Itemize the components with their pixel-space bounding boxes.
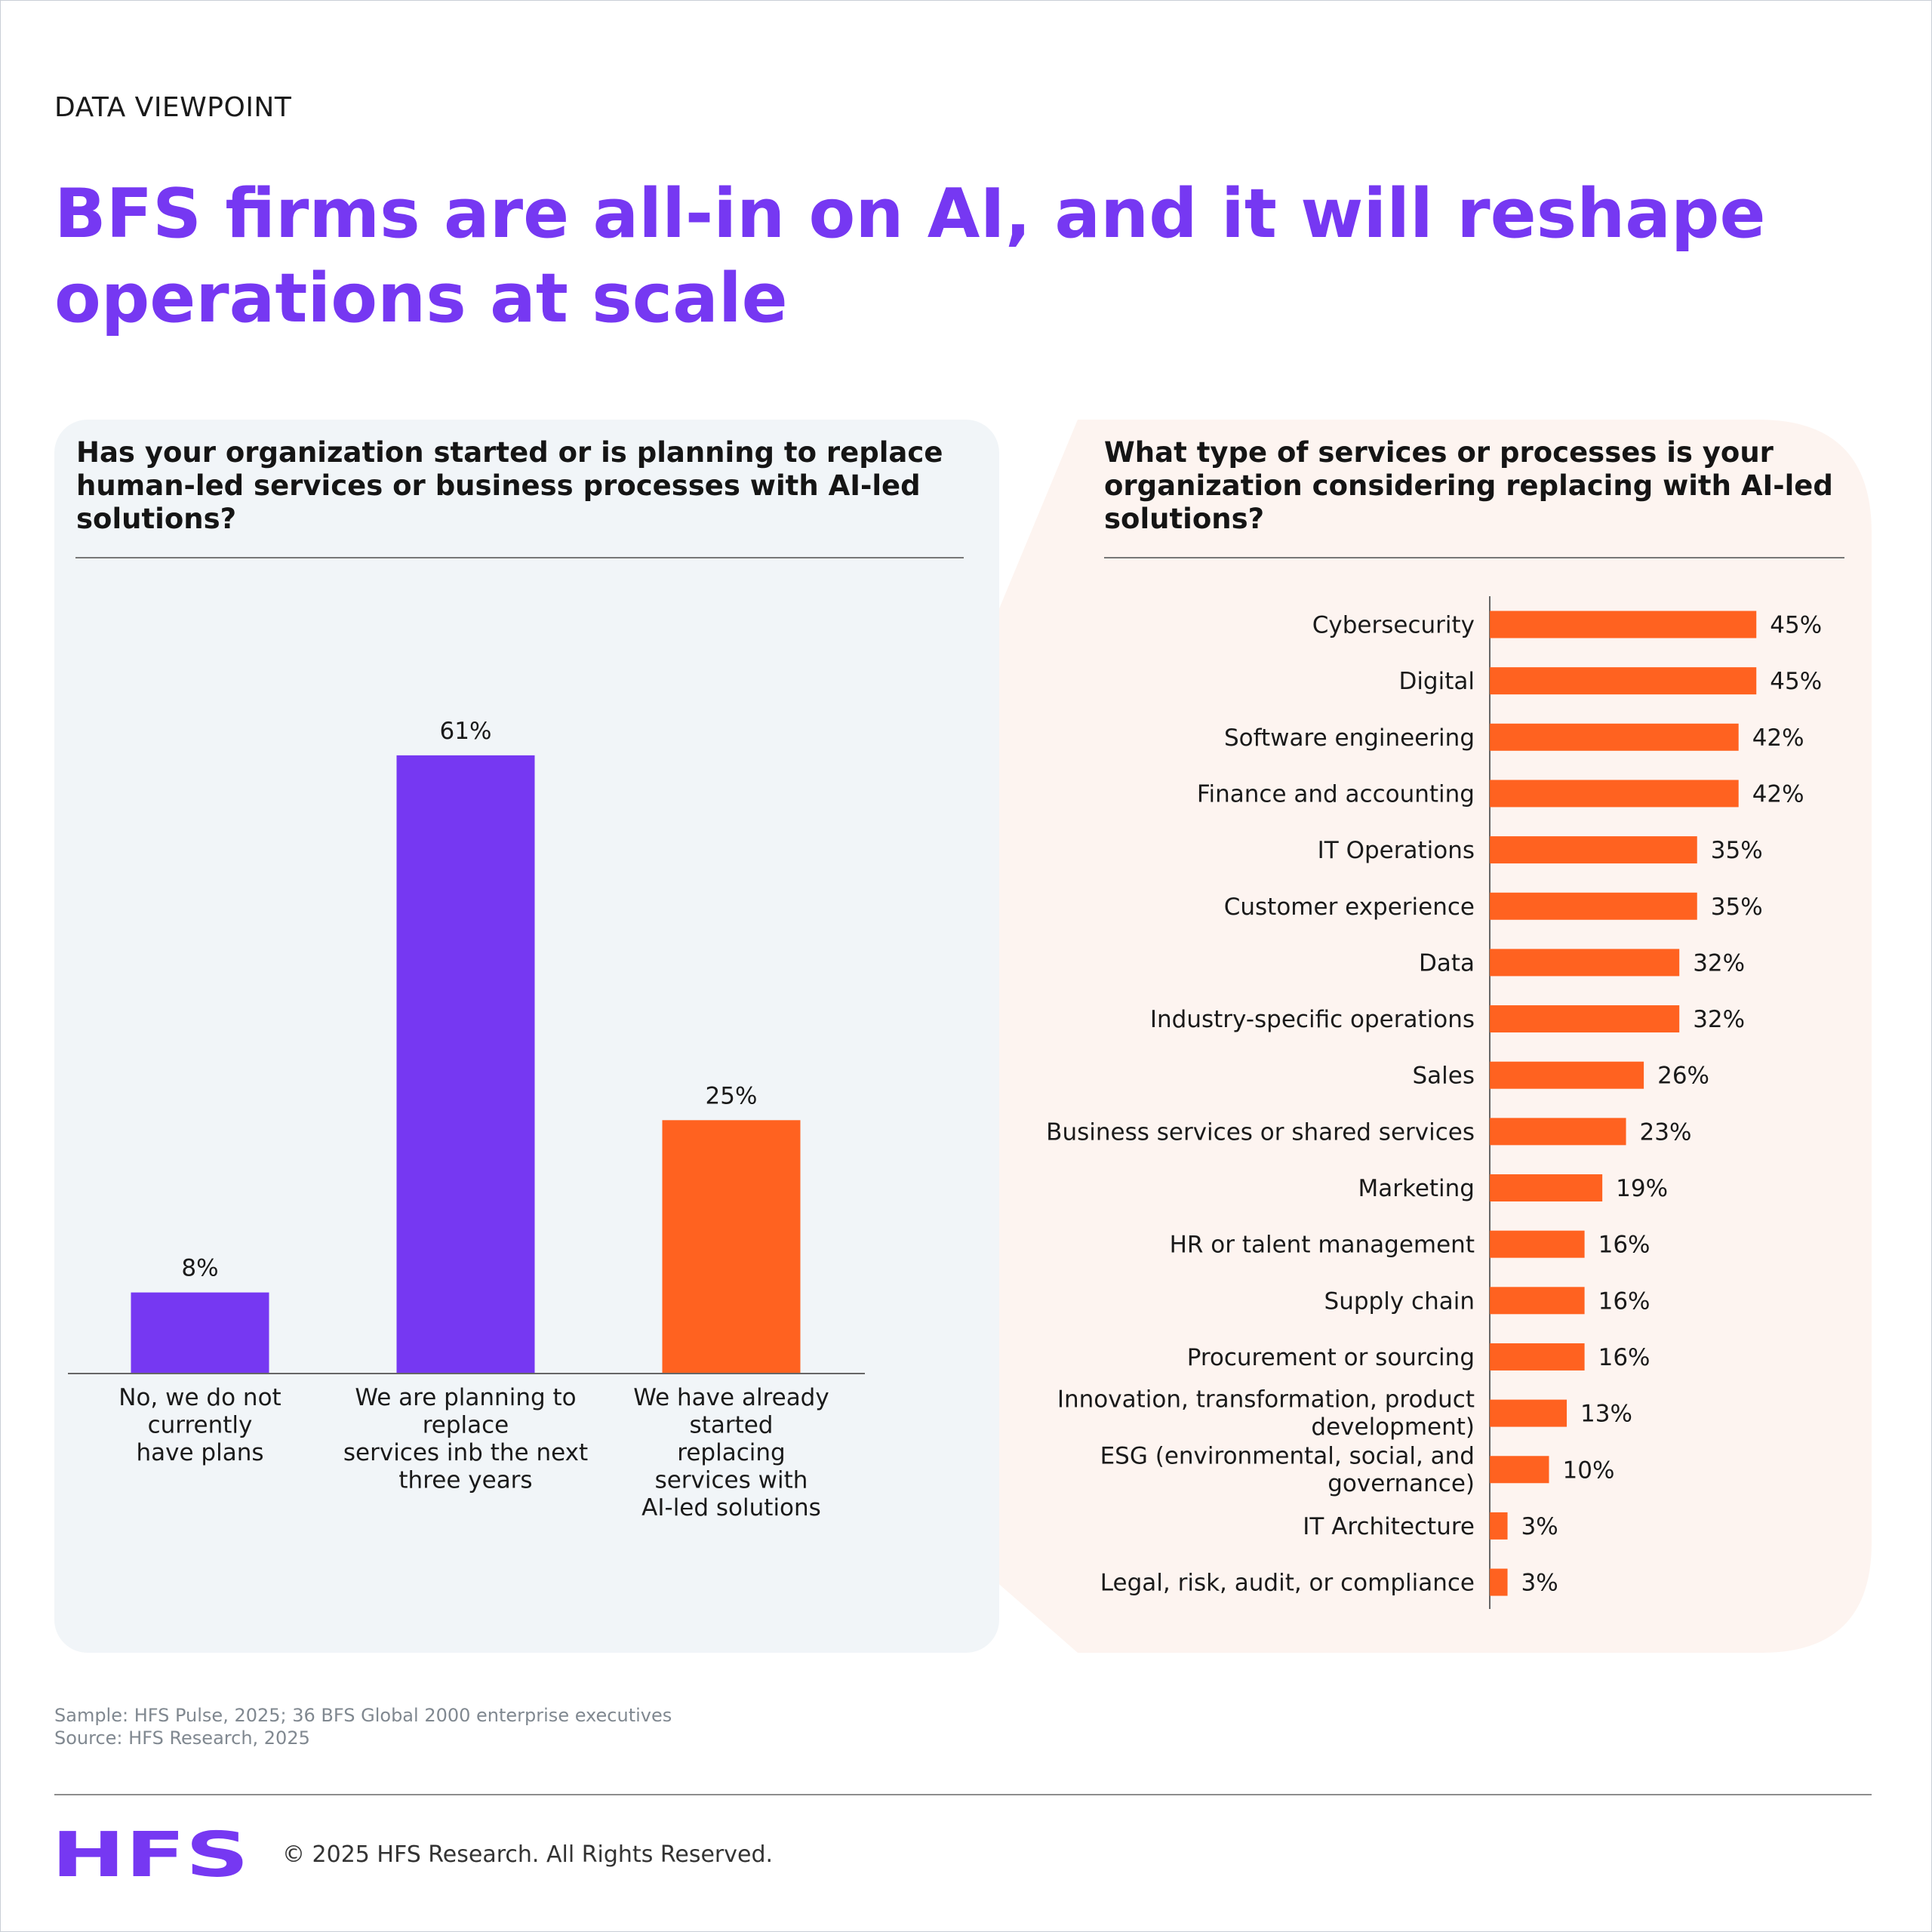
eyebrow-label: DATA VIEWPOINT: [54, 92, 292, 123]
right-category-label-3-line-1: Software engineering: [1224, 724, 1475, 752]
right-category-label-2-line-1: Digital: [1398, 668, 1475, 695]
left-category-label-2-line-4: three years: [398, 1467, 532, 1494]
right-bar-8: [1490, 1005, 1680, 1033]
right-category-label-15-line-2: development): [1311, 1414, 1475, 1441]
right-bar-value-label-6: 35%: [1711, 894, 1763, 921]
right-category-label-8-line-1: Industry-specific operations: [1150, 1006, 1475, 1033]
left-category-label-1-line-3: have plans: [136, 1439, 263, 1466]
right-bar-value-label-1: 45%: [1770, 612, 1822, 639]
right-bar-3: [1490, 723, 1739, 751]
right-bar-7: [1490, 949, 1680, 977]
right-bar-10: [1490, 1118, 1626, 1146]
right-bar-value-label-12: 16%: [1598, 1232, 1651, 1259]
footnote: Sample: HFS Pulse, 2025; 36 BFS Global 2…: [54, 1704, 672, 1749]
right-bar-value-label-4: 42%: [1752, 780, 1804, 808]
right-bar-12: [1490, 1230, 1585, 1258]
right-category-label-10-line-1: Business services or shared services: [1046, 1118, 1475, 1146]
right-bar-value-label-2: 45%: [1770, 668, 1822, 695]
left-category-label-3-line-3: replacing: [677, 1439, 785, 1466]
left-bar-value-label-2: 61%: [440, 718, 492, 745]
right-bar-value-label-15: 13%: [1580, 1401, 1632, 1428]
left-category-label-3-line-1: We have already: [633, 1384, 829, 1411]
right-bar-15: [1490, 1399, 1567, 1427]
right-bar-value-label-10: 23%: [1640, 1118, 1692, 1146]
left-category-label-3-line-5: AI-led solutions: [641, 1494, 821, 1521]
left-category-label-2-line-3: services inb the next: [343, 1439, 588, 1466]
right-category-label-6-line-1: Customer experience: [1224, 894, 1475, 921]
right-bar-9: [1490, 1061, 1644, 1089]
page-title-line-2: operations at scale: [54, 259, 788, 338]
right-bar-value-label-16: 10%: [1563, 1457, 1615, 1484]
left-question-line-3: solutions?: [76, 503, 237, 535]
right-question-line-1: What type of services or processes is yo…: [1104, 436, 1774, 469]
right-bar-6: [1490, 892, 1697, 920]
right-category-label-11-line-1: Marketing: [1358, 1175, 1475, 1202]
right-bar-11: [1490, 1174, 1603, 1201]
right-bar-5: [1490, 836, 1697, 864]
right-question-line-2: organization considering replacing with …: [1104, 469, 1833, 502]
left-question-line-2: human-led services or business processes…: [76, 469, 921, 502]
right-bar-14: [1490, 1343, 1585, 1371]
right-category-label-5-line-1: IT Operations: [1318, 837, 1475, 864]
right-chart-question: What type of services or processes is yo…: [1104, 436, 1859, 536]
right-bar-1: [1490, 611, 1757, 638]
left-chart-question: Has your organization started or is plan…: [76, 436, 974, 536]
right-bar-value-label-7: 32%: [1693, 949, 1745, 977]
right-category-label-17-line-1: IT Architecture: [1303, 1513, 1475, 1540]
right-bar-value-label-8: 32%: [1693, 1006, 1745, 1033]
right-bar-4: [1490, 780, 1739, 808]
left-bar-3: [662, 1120, 801, 1374]
right-bar-2: [1490, 667, 1757, 695]
left-category-label-2-line-2: replace: [423, 1412, 509, 1439]
left-question-line-1: Has your organization started or is plan…: [76, 436, 943, 469]
right-bar-13: [1490, 1287, 1585, 1315]
right-bar-value-label-3: 42%: [1752, 724, 1804, 752]
source-note: Source: HFS Research, 2025: [54, 1727, 310, 1749]
right-category-label-15-line-1: Innovation, transformation, product: [1057, 1386, 1475, 1414]
right-bar-17: [1490, 1512, 1508, 1540]
copyright-text: © 2025 HFS Research. All Rights Reserved…: [282, 1841, 774, 1868]
left-category-label-3-line-4: services with: [655, 1467, 808, 1494]
right-bar-value-label-9: 26%: [1657, 1063, 1709, 1090]
right-bar-value-label-11: 19%: [1616, 1175, 1668, 1202]
right-category-label-12-line-1: HR or talent management: [1170, 1232, 1475, 1259]
footer-divider: [54, 1794, 1872, 1795]
right-category-label-13-line-1: Supply chain: [1324, 1287, 1475, 1315]
right-bar-16: [1490, 1456, 1549, 1484]
right-category-label-16-line-1: ESG (environmental, social, and: [1100, 1442, 1475, 1469]
right-category-label-14-line-1: Procurement or sourcing: [1187, 1344, 1475, 1371]
right-category-label-7-line-1: Data: [1419, 949, 1475, 977]
right-category-label-4-line-1: Finance and accounting: [1197, 780, 1475, 808]
right-question-line-3: solutions?: [1104, 503, 1265, 535]
left-category-label-1-line-1: No, we do not: [118, 1384, 281, 1411]
left-bar-value-label-1: 8%: [181, 1255, 218, 1282]
hfs-logo: HFS: [51, 1820, 249, 1891]
sample-note: Sample: HFS Pulse, 2025; 36 BFS Global 2…: [54, 1705, 672, 1726]
page-title-line-1: BFS firms are all-in on AI, and it will …: [54, 174, 1766, 254]
right-bar-value-label-5: 35%: [1711, 837, 1763, 864]
right-bar-value-label-13: 16%: [1598, 1287, 1651, 1315]
right-category-label-18-line-1: Legal, risk, audit, or compliance: [1100, 1570, 1475, 1597]
right-category-label-16-line-2: governance): [1327, 1470, 1475, 1497]
right-bar-value-label-17: 3%: [1521, 1513, 1558, 1540]
right-category-label-1-line-1: Cybersecurity: [1312, 612, 1475, 639]
left-category-label-3-line-2: started: [690, 1412, 774, 1439]
left-bar-value-label-3: 25%: [706, 1082, 758, 1109]
right-bar-value-label-14: 16%: [1598, 1344, 1651, 1371]
left-bar-1: [131, 1292, 269, 1374]
left-bar-2: [396, 755, 535, 1374]
page-title: BFS firms are all-in on AI, and it will …: [54, 172, 1790, 341]
right-bar-value-label-18: 3%: [1521, 1570, 1558, 1597]
right-category-label-9-line-1: Sales: [1412, 1063, 1475, 1090]
left-category-label-1-line-2: currently: [148, 1412, 253, 1439]
left-category-label-2-line-1: We are planning to: [355, 1384, 576, 1411]
right-bar-18: [1490, 1568, 1508, 1596]
